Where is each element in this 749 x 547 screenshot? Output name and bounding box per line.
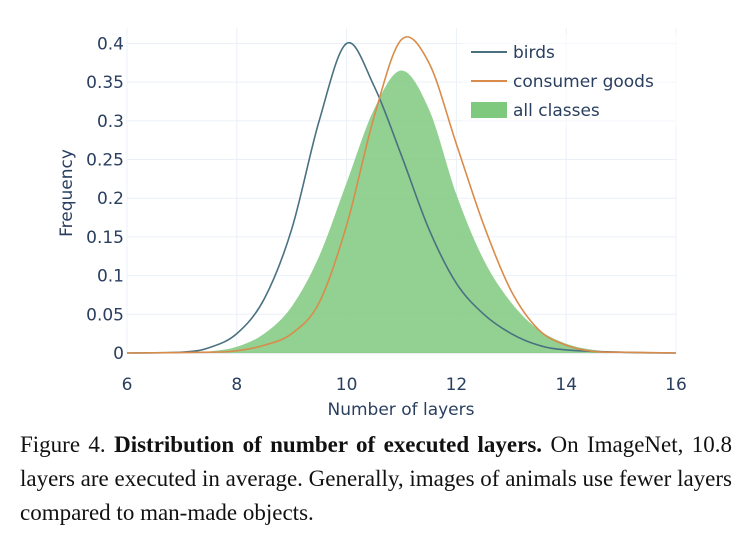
line-consumer-goods	[126, 36, 677, 354]
line-series	[126, 36, 677, 354]
x-tick-label: 12	[446, 375, 468, 395]
x-axis-label: Number of layers	[328, 400, 475, 420]
caption-title: Distribution of number of executed layer…	[114, 432, 543, 457]
legend: birds consumer goods all classes	[462, 34, 678, 126]
y-tick-label: 0.4	[97, 34, 124, 54]
y-axis-label: Frequency	[57, 149, 77, 237]
y-tick-label: 0.05	[86, 305, 124, 325]
y-tick-label: 0.35	[86, 73, 124, 93]
caption-label: Figure 4.	[20, 432, 106, 457]
caption-text: On ImageNet, 10.8 layers are executed in…	[20, 432, 733, 525]
y-tick-label: 0.1	[97, 267, 124, 287]
tick-labels: 6 8 10 12 14 16 0 0.05 0.1 0.15 0.2 0.25 0.3 0.35 0.4	[86, 34, 687, 395]
legend-swatch-all-classes	[471, 102, 507, 118]
y-tick-label: 0.15	[86, 228, 124, 248]
y-tick-label: 0.2	[97, 189, 124, 209]
x-tick-label: 8	[231, 375, 242, 395]
legend-label-consumer-goods: consumer goods	[513, 72, 654, 92]
legend-label-all-classes: all classes	[513, 101, 600, 121]
x-tick-label: 14	[555, 375, 577, 395]
y-tick-label: 0	[113, 344, 124, 364]
x-tick-label: 6	[122, 375, 133, 395]
x-tick-label: 16	[665, 375, 687, 395]
line-birds	[126, 42, 677, 354]
area-series	[127, 70, 676, 353]
figure-caption: Figure 4. Distribution of number of exec…	[20, 428, 732, 530]
area-all-classes	[127, 70, 676, 353]
x-tick-label: 10	[336, 375, 358, 395]
y-tick-label: 0.25	[86, 151, 124, 171]
frequency-chart: 6 8 10 12 14 1600.050.10.150.20.250.30.350.4 …	[57, 28, 687, 420]
y-tick-label: 0.3	[97, 112, 124, 132]
legend-label-birds: birds	[513, 43, 555, 63]
